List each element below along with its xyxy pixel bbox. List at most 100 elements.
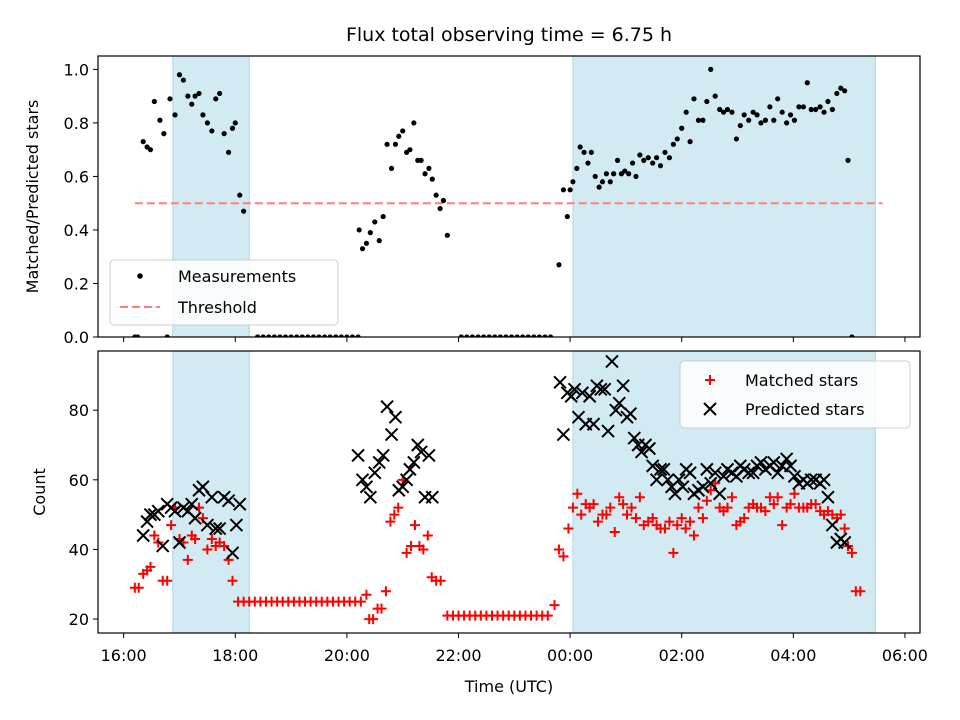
matched-point xyxy=(772,492,783,503)
matched-point xyxy=(789,488,800,499)
measurement-point xyxy=(147,147,154,153)
measurement-point xyxy=(333,334,339,337)
measurement-point xyxy=(813,106,819,113)
matched-point xyxy=(647,513,658,524)
measurement-point xyxy=(630,160,636,166)
measurement-point xyxy=(310,334,317,337)
xtick-label: 16:00 xyxy=(101,646,147,665)
predicted-point xyxy=(359,480,374,494)
measurement-point xyxy=(758,120,764,126)
predicted-point xyxy=(770,466,785,480)
measurement-point xyxy=(791,117,798,123)
measurement-point xyxy=(327,334,333,337)
matched-point xyxy=(435,575,446,586)
xtick-label: 18:00 xyxy=(212,646,258,665)
measurement-point xyxy=(804,80,810,86)
predicted-point xyxy=(586,417,601,431)
measurement-point xyxy=(464,334,470,337)
matched-point xyxy=(361,589,372,600)
predicted-point xyxy=(612,396,626,410)
matched-point xyxy=(622,509,633,520)
legend-box xyxy=(109,259,339,326)
matched-point xyxy=(664,516,675,527)
matched-point xyxy=(810,499,821,510)
matched-point xyxy=(630,513,641,524)
measurement-point xyxy=(388,165,395,171)
measurement-point xyxy=(771,117,777,123)
measurement-point xyxy=(255,334,261,337)
predicted-point xyxy=(151,504,165,518)
measurement-point xyxy=(196,90,202,97)
matched-point xyxy=(418,544,429,555)
predicted-point xyxy=(783,459,798,473)
measurement-point xyxy=(849,334,855,337)
measurement-point xyxy=(622,168,628,174)
predicted-point xyxy=(225,546,240,560)
predicted-point xyxy=(372,455,386,470)
measurement-point xyxy=(746,117,752,123)
predicted-point xyxy=(221,493,236,508)
predicted-point xyxy=(395,480,410,494)
matched-point xyxy=(166,520,177,531)
xtick-label: 02:00 xyxy=(659,646,705,665)
top-ytick-label: 0.4 xyxy=(64,221,89,240)
xtick-label: 04:00 xyxy=(770,646,816,665)
matched-point xyxy=(634,492,645,503)
measurement-point xyxy=(469,334,476,337)
measurement-point xyxy=(650,160,656,166)
predicted-point xyxy=(754,455,768,470)
measurement-point xyxy=(172,112,178,118)
predicted-point xyxy=(787,469,802,484)
predicted-point xyxy=(363,490,378,504)
predicted-point xyxy=(351,448,365,463)
xtick-label: 20:00 xyxy=(324,646,370,665)
measurement-point xyxy=(754,112,760,118)
top-panel: 0.0 0.2 0.4 0.6 0.8 1.0 Matched/Predicted star… xyxy=(23,55,921,347)
measurement-point xyxy=(700,117,706,123)
predicted-point xyxy=(616,379,630,393)
matched-point xyxy=(206,534,217,544)
measurement-point xyxy=(729,109,735,115)
matched-point xyxy=(563,523,574,534)
measurement-point xyxy=(135,334,141,337)
measurement-point xyxy=(299,334,305,337)
measurement-point xyxy=(560,187,567,193)
chart-title: Flux total observing time = 6.75 h xyxy=(346,24,672,46)
measurement-point xyxy=(157,117,163,123)
predicted-point xyxy=(205,490,219,504)
matched-point xyxy=(576,509,587,520)
measurement-point xyxy=(232,120,238,126)
measurement-point xyxy=(796,104,802,110)
measurement-point xyxy=(633,173,639,180)
predicted-point xyxy=(594,382,608,397)
predicted-point xyxy=(817,473,831,487)
measurement-point xyxy=(750,109,756,115)
predicted-point xyxy=(700,462,714,477)
matched-point xyxy=(701,495,712,506)
matched-point xyxy=(572,488,583,499)
legend-threshold-label: Threshold xyxy=(177,298,257,317)
measurement-point xyxy=(164,334,170,337)
measurement-point xyxy=(475,334,481,337)
predicted-point xyxy=(168,504,182,518)
measurement-point xyxy=(266,334,272,337)
measurement-point xyxy=(204,120,210,126)
predicted-point xyxy=(567,382,582,397)
measurement-point xyxy=(367,230,373,236)
matched-point xyxy=(409,520,420,531)
matched-point xyxy=(149,530,160,541)
measurement-point xyxy=(305,334,311,337)
measurement-point xyxy=(209,128,215,134)
matched-point xyxy=(549,600,560,611)
predicted-point xyxy=(605,354,619,369)
measurement-point xyxy=(666,155,673,161)
top-frame xyxy=(97,55,921,338)
matched-point xyxy=(182,554,193,565)
predicted-point xyxy=(821,490,835,504)
measurement-point xyxy=(775,96,781,102)
matched-point xyxy=(385,516,396,527)
measurement-point xyxy=(359,246,366,252)
measurement-point xyxy=(185,93,191,99)
top-ytick-label: 0.2 xyxy=(64,274,89,293)
